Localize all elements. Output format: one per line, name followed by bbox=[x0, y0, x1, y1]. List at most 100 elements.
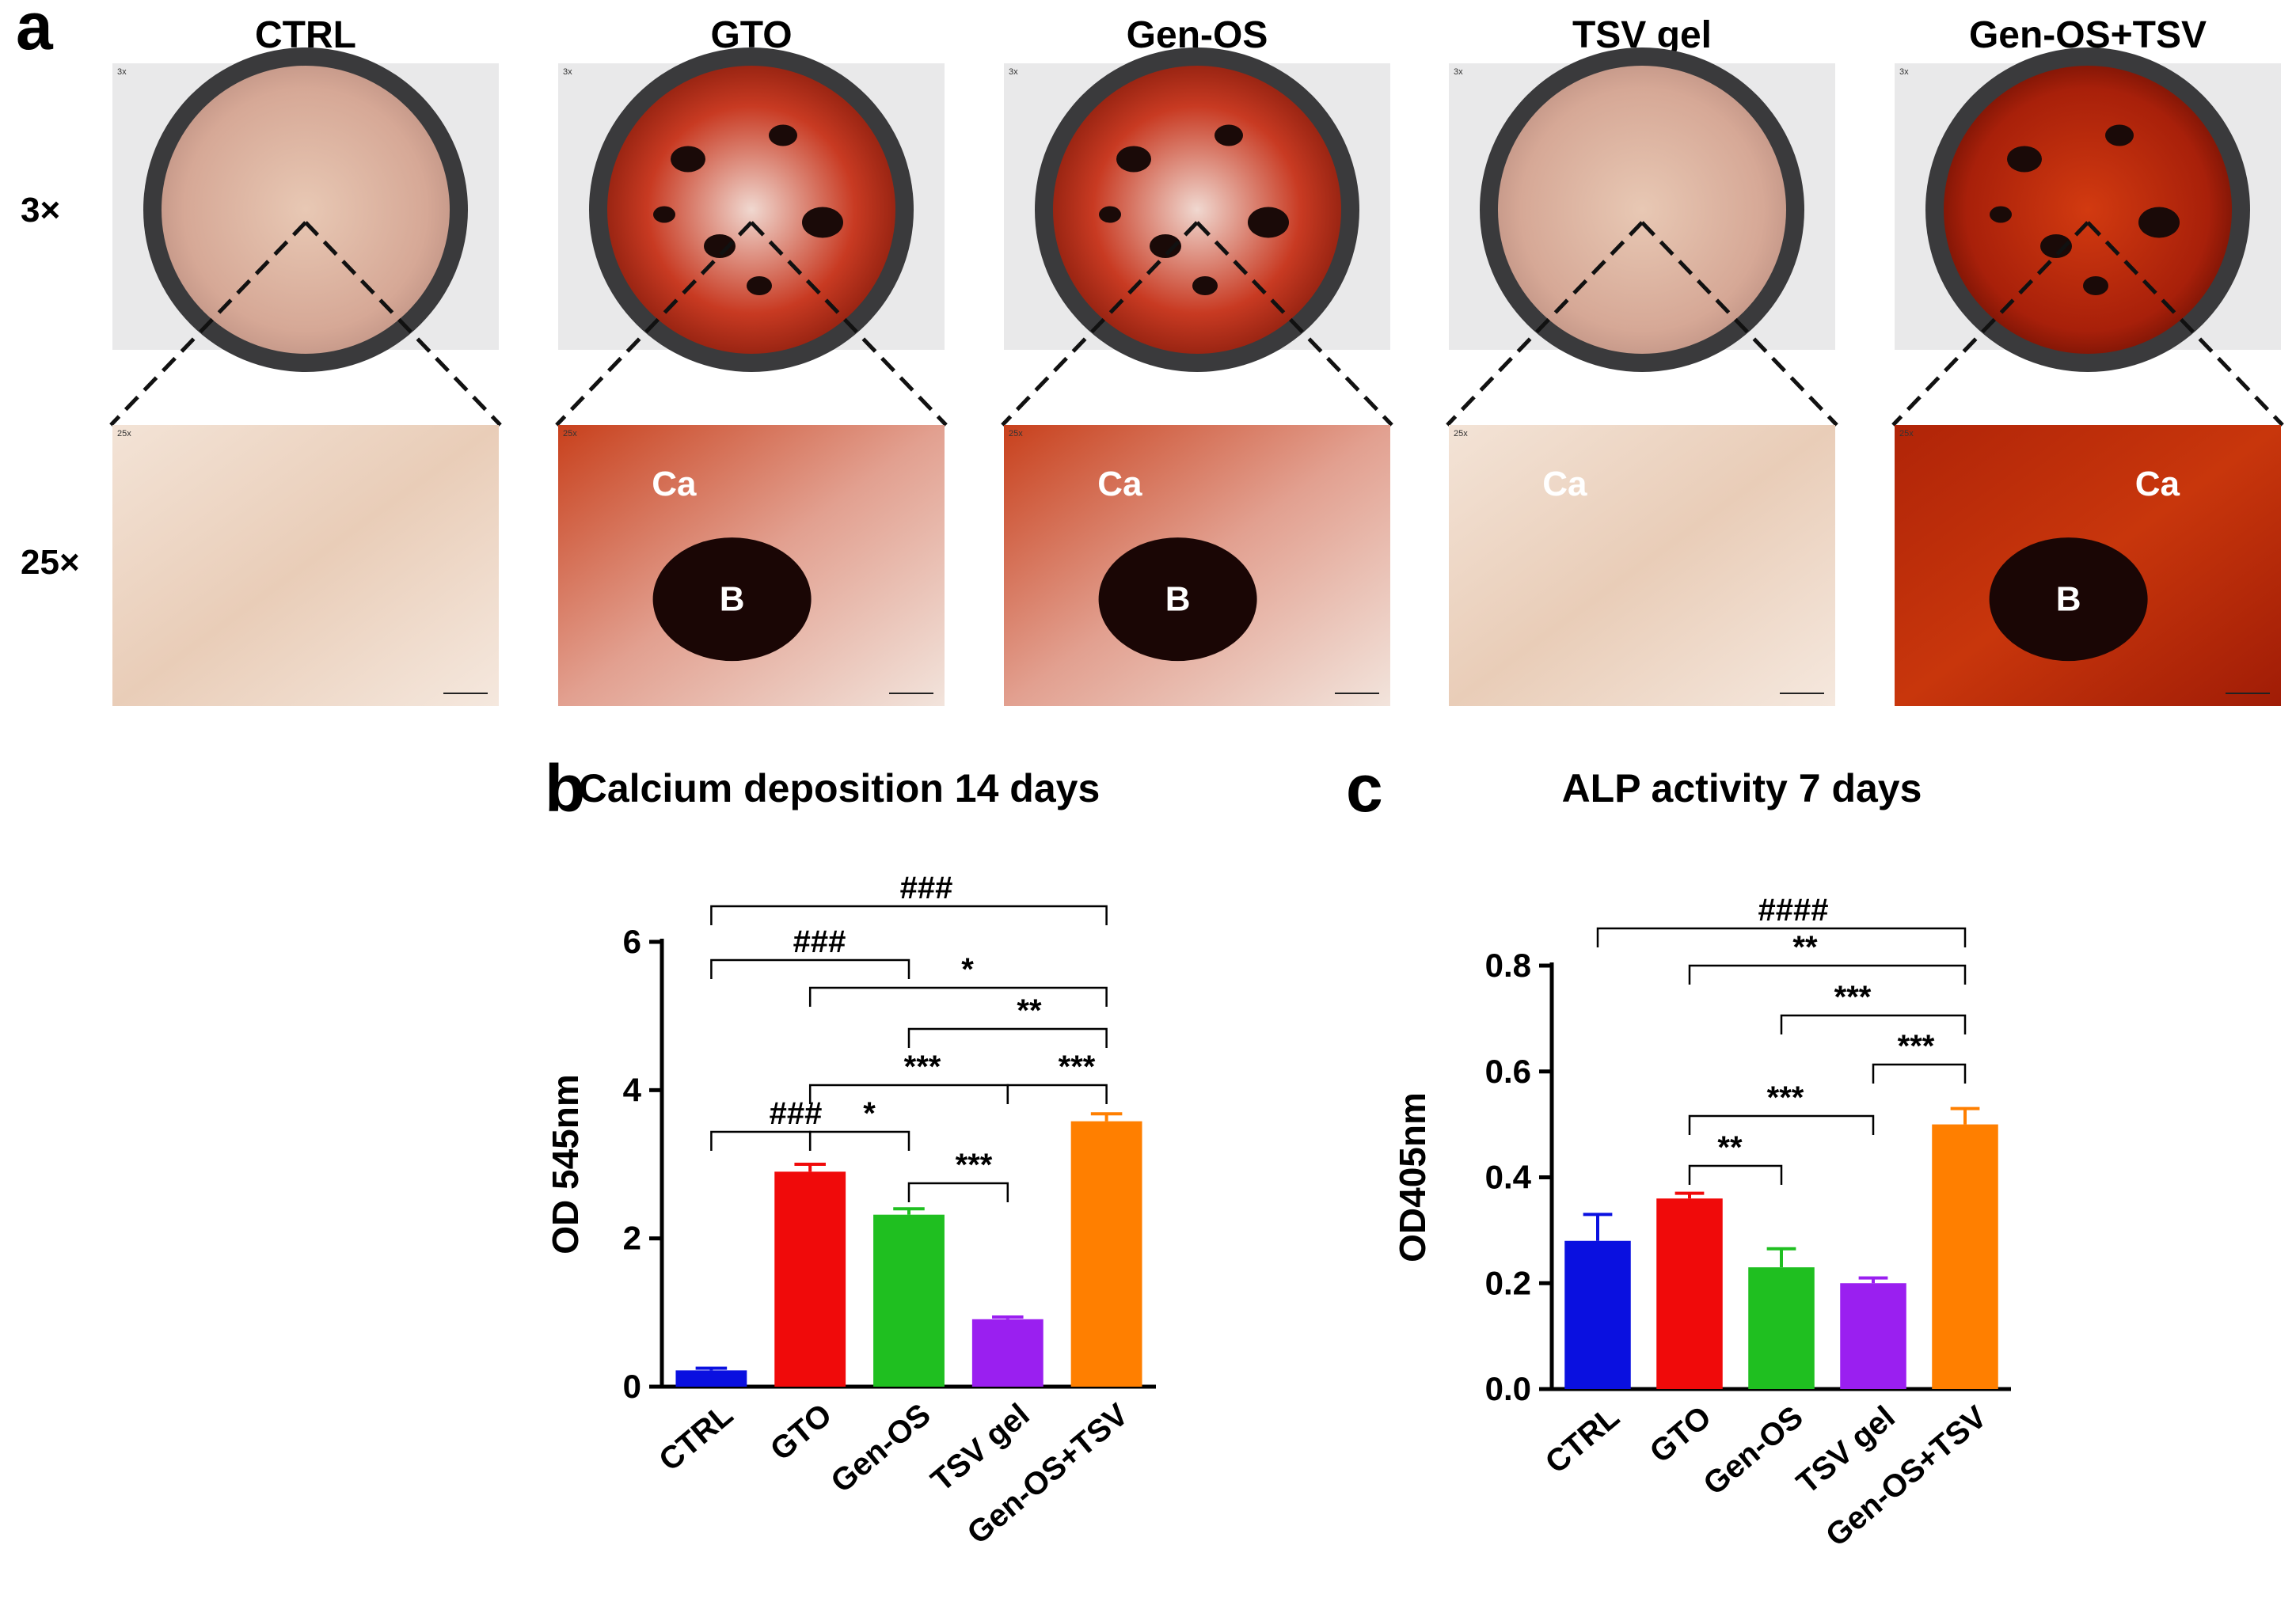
tile-magnification-tag: 25x bbox=[1454, 429, 1468, 438]
chart-b-title: Calcium deposition 14 days bbox=[579, 766, 1100, 810]
tile-magnification-tag: 3x bbox=[1454, 67, 1463, 77]
well-stain bbox=[162, 66, 450, 354]
bone-fragment-5 bbox=[1990, 206, 2012, 223]
panel-c-letter: c bbox=[1346, 751, 1383, 826]
tile-magnification-tag: 25x bbox=[563, 429, 577, 438]
y-tick-label: 0 bbox=[623, 1368, 641, 1405]
significance-label: *** bbox=[1059, 1050, 1096, 1084]
bar-gen-os bbox=[1748, 1267, 1815, 1389]
y-tick-label: 0.4 bbox=[1485, 1159, 1532, 1196]
bone-fragment-2 bbox=[802, 207, 843, 238]
significance-bracket bbox=[808, 986, 1108, 1007]
significance-label: ### bbox=[770, 1096, 823, 1131]
bone-fragment-4 bbox=[747, 276, 772, 295]
significance-label: ** bbox=[1017, 993, 1042, 1028]
significance-bracket bbox=[710, 958, 910, 979]
bone-fragment-4 bbox=[2083, 276, 2108, 295]
significance-label: ** bbox=[1792, 930, 1818, 965]
magnification-3x-label: 3× bbox=[21, 191, 60, 230]
y-tick-label: 4 bbox=[623, 1071, 642, 1108]
panel-c-chart: c ALP activity 7 days 0.0 0.2 0.4 0.6 0.8 OD4… bbox=[1346, 751, 2011, 1554]
bar-tsv-gel bbox=[971, 1319, 1043, 1387]
bar-tsv-gel bbox=[1840, 1283, 1906, 1389]
significance-label: *** bbox=[1767, 1080, 1804, 1115]
bar-gto bbox=[1656, 1198, 1723, 1389]
significance-label: ** bbox=[1717, 1130, 1743, 1165]
bone-fragment-1 bbox=[1215, 124, 1243, 146]
significance-label: *** bbox=[1898, 1029, 1935, 1064]
significance-bracket bbox=[710, 1130, 812, 1151]
zoom-line-left bbox=[109, 221, 307, 427]
bar-ctrl bbox=[675, 1370, 747, 1387]
tile-magnification-tag: 3x bbox=[117, 67, 127, 77]
y-tick-label: 0.0 bbox=[1485, 1370, 1531, 1407]
significance-label: *** bbox=[1834, 980, 1872, 1015]
significance-bracket bbox=[710, 905, 1108, 925]
significance-bracket bbox=[1780, 1014, 1967, 1034]
x-tick-label: Gen-OS bbox=[1697, 1399, 1809, 1501]
bone-fragment-1 bbox=[769, 124, 797, 146]
y-tick-label: 6 bbox=[623, 923, 641, 960]
significance-label: *** bbox=[956, 1148, 993, 1182]
magnification-25x-label: 25× bbox=[21, 543, 80, 582]
y-tick-label: 0.8 bbox=[1485, 947, 1531, 984]
panel-a: a 3× 25× CTRL3x25xGTO3x25xCaBGen-OS3x25x… bbox=[16, 0, 2284, 706]
bone-fragment-0 bbox=[1116, 146, 1151, 173]
bone-fragment-5 bbox=[1099, 206, 1121, 223]
bar-gen-os bbox=[873, 1214, 945, 1387]
significance-label: * bbox=[863, 1096, 876, 1131]
x-tick-label: GTO bbox=[1644, 1399, 1718, 1470]
y-tick-label: 0.2 bbox=[1485, 1264, 1531, 1301]
bone-label: B bbox=[2056, 579, 2081, 618]
significance-bracket bbox=[907, 1027, 1108, 1048]
bone-fragment-3 bbox=[704, 234, 736, 258]
tile-magnification-tag: 25x bbox=[1899, 429, 1914, 438]
significance-bracket bbox=[1688, 1164, 1783, 1185]
bone-fragment-0 bbox=[2007, 146, 2042, 173]
panel-b-letter: b bbox=[545, 751, 585, 826]
micrograph-tile-25x bbox=[112, 425, 499, 706]
zoom-line-left bbox=[1001, 221, 1199, 427]
significance-bracket bbox=[1688, 964, 1967, 985]
bone-fragment-3 bbox=[2040, 234, 2072, 258]
zoom-line-right bbox=[1640, 221, 1838, 427]
significance-bracket bbox=[808, 1084, 1009, 1104]
bone-fragment-0 bbox=[671, 146, 705, 173]
significance-bracket bbox=[1596, 927, 1967, 947]
zoom-line-left bbox=[1446, 221, 1644, 427]
chart-c-title: ALP activity 7 days bbox=[1562, 766, 1922, 810]
significance-bracket bbox=[907, 1182, 1009, 1202]
y-axis-label: OD 545nm bbox=[545, 1074, 586, 1254]
calcium-label: Ca bbox=[1542, 465, 1587, 503]
significance-bracket bbox=[1006, 1084, 1108, 1104]
x-tick-label: CTRL bbox=[652, 1397, 739, 1478]
significance-label: #### bbox=[1758, 893, 1829, 928]
tile-magnification-tag: 25x bbox=[117, 429, 131, 438]
bar-ctrl bbox=[1564, 1240, 1631, 1389]
bone-particle bbox=[1989, 537, 2148, 662]
calcium-label: Ca bbox=[1097, 465, 1142, 503]
significance-label: ### bbox=[793, 924, 846, 959]
well-stain bbox=[607, 66, 895, 354]
zoom-line-left bbox=[1891, 221, 2089, 427]
bar-gen-os-tsv bbox=[1070, 1121, 1142, 1387]
tile-magnification-tag: 3x bbox=[1899, 67, 1909, 77]
tile-magnification-tag: 25x bbox=[1009, 429, 1023, 438]
tile-magnification-tag: 3x bbox=[1009, 67, 1018, 77]
bone-fragment-2 bbox=[1248, 207, 1289, 238]
bone-label: B bbox=[1165, 579, 1191, 618]
bone-fragment-3 bbox=[1150, 234, 1181, 258]
tile-magnification-tag: 3x bbox=[563, 67, 572, 77]
zoom-line-left bbox=[555, 221, 753, 427]
significance-bracket bbox=[1688, 1114, 1875, 1135]
panel-a-letter: a bbox=[16, 0, 54, 63]
calcium-label: Ca bbox=[2135, 465, 2180, 503]
